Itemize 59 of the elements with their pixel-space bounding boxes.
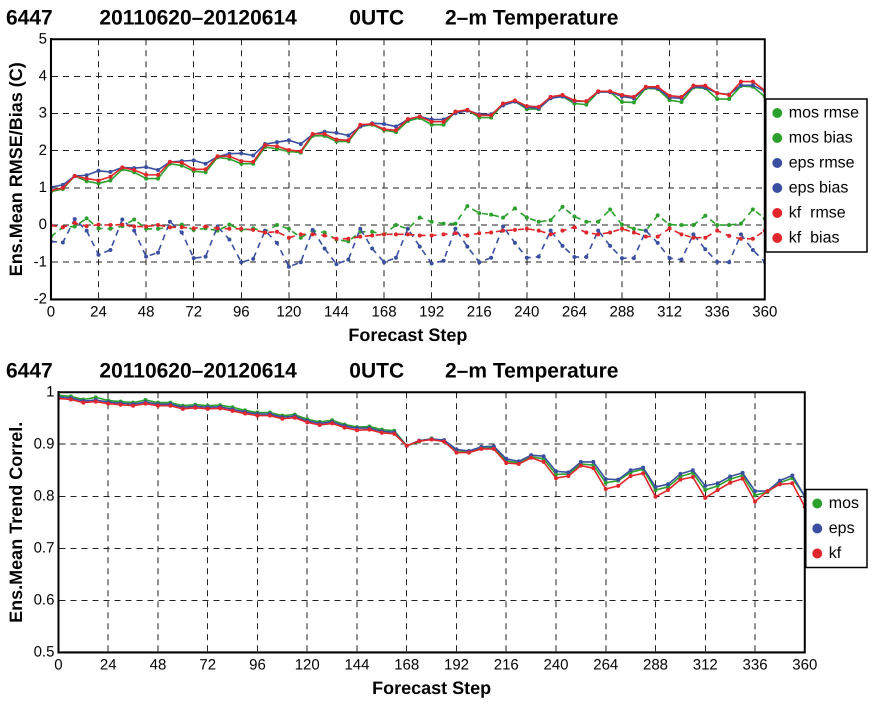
y-tick-label: 0.8 <box>34 487 54 504</box>
x-tick-label: 312 <box>692 656 718 674</box>
x-tick-label: 72 <box>185 304 202 321</box>
x-tick-label: 192 <box>419 304 444 321</box>
x-tick-label: 336 <box>704 304 730 321</box>
x-tick-label: 264 <box>593 656 618 674</box>
chart-title: 6447 20110620–20120614 0UTC 2–m Temperature <box>6 359 618 382</box>
x-tick-label: 24 <box>90 304 107 321</box>
chart-title: 6447 20110620–20120614 0UTC 2–m Temperature <box>6 6 618 30</box>
y-tick-label: 0.5 <box>34 644 54 661</box>
y-tick-label: 3 <box>38 104 47 122</box>
x-tick-label: 216 <box>466 304 492 321</box>
y-tick-label: 2 <box>38 142 47 159</box>
x-tick-label: 120 <box>276 304 302 321</box>
y-tick-label: 4 <box>38 68 47 85</box>
x-tick-label: 96 <box>232 304 250 321</box>
x-tick-label: 264 <box>562 304 587 321</box>
x-tick-label: 48 <box>150 656 166 674</box>
y-tick-label: 0.9 <box>34 435 54 452</box>
legend-label: eps rmse <box>788 154 855 172</box>
x-tick-label: 312 <box>657 304 682 321</box>
legend-label: kf bias <box>788 229 840 246</box>
x-tick-label: 336 <box>742 656 768 674</box>
legend-label: mos rmse <box>788 104 860 122</box>
y-tick-label: -1 <box>34 253 47 270</box>
x-tick-label: 144 <box>324 304 349 321</box>
x-tick-label: 360 <box>752 304 778 321</box>
x-tick-label: 144 <box>344 656 370 674</box>
legend-label: mos <box>828 494 860 512</box>
y-tick-label: -2 <box>34 290 47 308</box>
x-tick-label: 240 <box>543 656 569 674</box>
x-tick-label: 120 <box>294 656 320 674</box>
x-tick-label: 48 <box>138 304 154 321</box>
y-tick-label: 1 <box>38 179 47 196</box>
x-tick-label: 216 <box>494 656 519 674</box>
y-axis-title: Ens.Mean RMSE/Bias (C) <box>6 62 26 276</box>
y-tick-label: 5 <box>38 30 47 48</box>
x-axis-title: Forecast Step <box>348 325 468 346</box>
x-tick-label: 240 <box>514 304 540 321</box>
y-tick-label: 0 <box>38 216 47 234</box>
legend-label: kf <box>828 544 842 562</box>
legend-label: mos bias <box>788 129 853 146</box>
x-tick-label: 192 <box>444 656 470 674</box>
x-tick-label: 288 <box>642 656 668 674</box>
x-tick-label: 360 <box>792 656 818 674</box>
x-tick-label: 288 <box>609 304 635 321</box>
y-tick-label: 1 <box>46 383 54 400</box>
y-tick-label: 0.6 <box>34 592 54 608</box>
x-tick-label: 24 <box>100 656 117 674</box>
legend-label: kf rmse <box>788 204 846 222</box>
x-tick-label: 96 <box>249 656 266 674</box>
y-tick-label: 0.7 <box>34 539 54 556</box>
x-tick-label: 168 <box>372 304 397 321</box>
legend-label: eps bias <box>788 179 848 196</box>
y-axis-title: Ens.Mean Trend Correl. <box>6 422 26 623</box>
x-axis-title: Forecast Step <box>372 678 492 698</box>
legend-label: eps <box>828 520 855 537</box>
x-tick-label: 72 <box>199 656 216 674</box>
x-tick-label: 168 <box>394 656 420 674</box>
